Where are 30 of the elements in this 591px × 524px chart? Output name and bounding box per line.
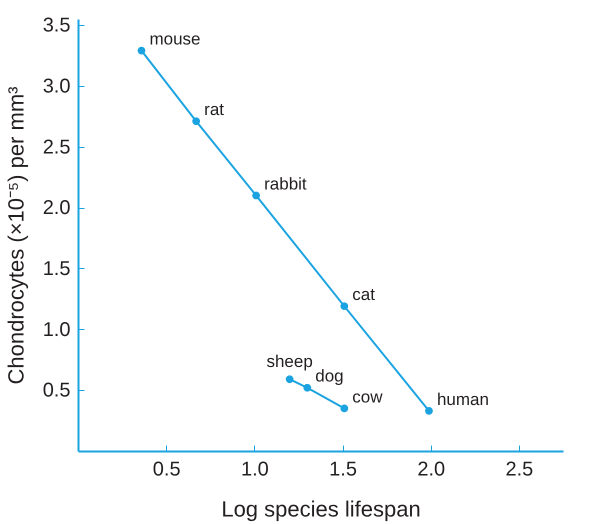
point: [286, 375, 294, 384]
point: [192, 117, 200, 126]
y-tick-label: 2.0: [42, 197, 70, 220]
point: [303, 384, 312, 392]
annotation: dog: [315, 366, 344, 386]
y-axis-title: Chondrocytes (×10⁻⁵) per mm³: [4, 86, 29, 384]
point: [138, 46, 146, 55]
point: [340, 302, 348, 310]
y-tick-label: 0.5: [42, 380, 70, 402]
annotation: cat: [352, 285, 376, 304]
y-tick-label: 2.5: [42, 136, 70, 158]
annotation: mouse: [149, 30, 201, 49]
point: [425, 406, 433, 415]
point: [252, 192, 260, 200]
annotation: rat: [204, 100, 224, 120]
y-tick-label: 1.5: [42, 258, 70, 280]
y-tick-label: 1.0: [42, 318, 70, 341]
y-tick-label: 3.0: [42, 75, 70, 98]
point: [340, 404, 348, 412]
x-tick-label: 2.5: [506, 458, 534, 480]
x-tick-label: 2.0: [417, 458, 446, 480]
annotation: cow: [352, 387, 384, 406]
x-axis-title: Log species lifespan: [221, 496, 421, 522]
x-tick-label: 1.5: [329, 458, 357, 480]
y-tick-label: 3.5: [42, 14, 70, 37]
x-tick-label: 0.5: [152, 458, 181, 480]
annotation: human: [436, 390, 489, 409]
annotation: rabbit: [264, 174, 307, 194]
annotation: sheep: [266, 352, 313, 372]
x-tick-label: 1.0: [240, 458, 269, 480]
